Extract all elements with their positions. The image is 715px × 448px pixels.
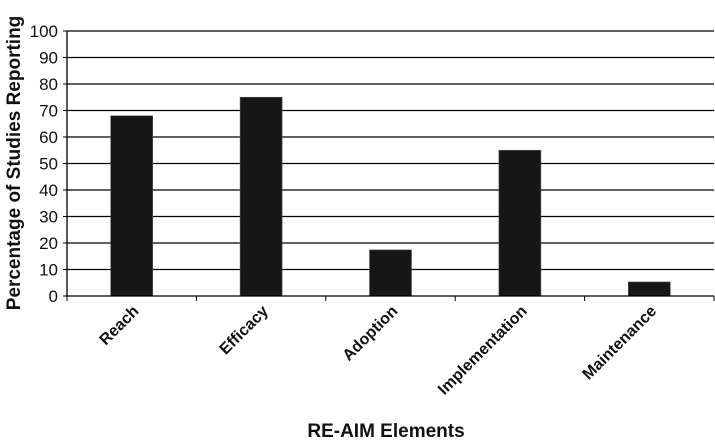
y-tick-label: 20 <box>39 234 58 253</box>
y-tick-label: 60 <box>39 128 58 147</box>
y-tick-label: 90 <box>39 49 58 68</box>
x-tick-labels: Reach Efficacy Adoption Implementation Maint… <box>97 303 661 399</box>
bar-maintenance <box>627 281 671 297</box>
y-tick-label: 0 <box>49 287 58 306</box>
x-tick-label: Maintenance <box>580 303 661 384</box>
y-axis-label: Percentage of Studies Reporting <box>4 16 25 311</box>
y-tick-label: 70 <box>39 102 58 121</box>
y-tick-label: 10 <box>39 261 58 280</box>
y-tick-label: 80 <box>39 75 58 94</box>
y-tick-labels: 0 10 20 30 40 50 60 70 80 90 100 <box>30 22 58 306</box>
bar-adoption <box>369 249 412 297</box>
x-tick-label: Adoption <box>340 303 402 365</box>
x-axis-label: RE-AIM Elements <box>307 421 464 442</box>
x-tick-label: Reach <box>97 303 143 349</box>
y-tick-label: 100 <box>30 22 58 41</box>
y-tick-label: 50 <box>39 155 58 174</box>
x-tick-label: Implementation <box>435 303 531 399</box>
bar-reach <box>110 115 153 297</box>
bar-implementation <box>498 149 542 297</box>
x-tick-label: Efficacy <box>217 303 272 358</box>
bar-efficacy <box>239 96 283 297</box>
bars <box>110 96 671 297</box>
gridlines <box>67 30 714 271</box>
axes <box>63 30 715 301</box>
y-tick-label: 30 <box>39 208 58 227</box>
y-tick-label: 40 <box>39 181 58 200</box>
